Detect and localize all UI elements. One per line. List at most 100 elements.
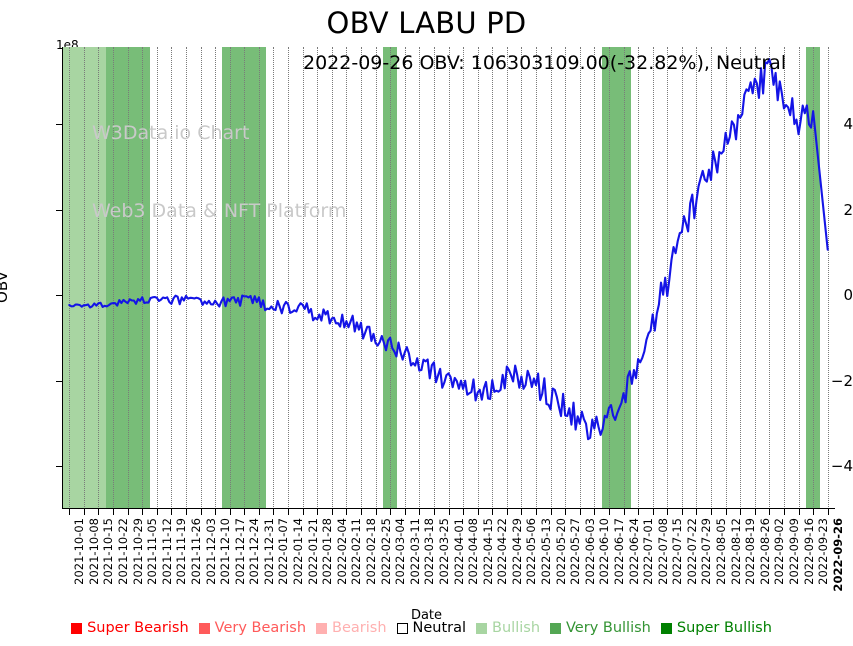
gridline [492, 47, 494, 509]
x-tick-label: 2022-05-27 [568, 518, 583, 585]
legend-swatch-icon [476, 622, 488, 634]
gridline [754, 47, 756, 509]
x-tick-label: 2022-03-18 [422, 518, 437, 585]
x-tick-label: 2022-01-07 [276, 518, 291, 585]
x-tick-label: 2022-07-01 [641, 518, 656, 585]
x-tick-mark [783, 509, 785, 515]
x-tick-mark [244, 509, 246, 515]
x-tick-label: 2021-11-05 [145, 518, 160, 585]
x-tick-label: 2022-02-25 [378, 518, 393, 585]
gridline [142, 47, 144, 509]
x-tick-label: 2022-06-10 [597, 518, 612, 585]
x-tick-label: 2022-05-13 [539, 518, 553, 585]
x-tick-mark [83, 509, 85, 515]
gridline [798, 47, 800, 509]
x-tick-label: 2021-10-01 [72, 518, 87, 585]
sentiment-band-very-bullish [601, 47, 631, 509]
plot-area [62, 47, 835, 509]
x-tick-label: 2022-03-11 [407, 518, 422, 585]
legend-swatch-icon [71, 622, 83, 634]
y-tick-mark [56, 295, 62, 297]
legend-label: Very Bullish [566, 620, 651, 636]
x-tick-mark [652, 509, 654, 515]
x-tick-label: 2022-06-24 [626, 518, 641, 585]
x-tick-label: 2022-05-06 [524, 518, 539, 585]
x-tick-label: 2022-09-02 [772, 518, 787, 585]
gridline [594, 47, 596, 509]
gridline [288, 47, 290, 509]
x-tick-label: 2022-01-21 [305, 518, 320, 585]
x-tick-label: 2022-07-22 [684, 518, 699, 585]
gridline [521, 47, 523, 509]
legend-item-neutral[interactable]: Neutral [396, 620, 466, 636]
y-tick-label: −2 [830, 371, 853, 390]
y-tick-label: 4 [843, 115, 853, 133]
gridline [98, 47, 100, 509]
obv-line-series [68, 58, 829, 441]
x-tick-mark [229, 509, 231, 515]
legend: Super Bearish Very Bearish Bearish Neutral B… [0, 620, 853, 636]
x-tick-mark [579, 509, 581, 515]
legend-item-very-bullish[interactable]: Very Bullish [550, 620, 651, 636]
x-tick-label: 2022-04-29 [509, 518, 524, 585]
sentiment-band-very-bullish [382, 47, 398, 509]
gridline [696, 47, 698, 509]
gridline [623, 47, 625, 509]
y-tick-label: 2 [843, 200, 853, 219]
x-tick-mark [565, 509, 567, 515]
legend-item-very-bearish[interactable]: Very Bearish [198, 620, 307, 636]
gridline [783, 47, 785, 509]
x-tick-label: 2022-09-09 [786, 518, 801, 585]
y-tick-mark [56, 124, 62, 125]
gridline [536, 47, 537, 509]
x-tick-mark [433, 509, 435, 515]
x-tick-label: 2021-12-17 [232, 518, 247, 585]
legend-swatch-icon [396, 622, 408, 634]
x-tick-label: 2022-01-14 [291, 518, 306, 585]
legend-item-bearish[interactable]: Bearish [316, 620, 387, 636]
x-tick-mark [302, 509, 304, 515]
x-tick-mark [273, 509, 275, 515]
x-tick-mark [156, 509, 158, 515]
x-tick-mark [142, 509, 144, 515]
x-tick-label: 2022-09-23 [816, 518, 831, 585]
legend-swatch-icon [660, 622, 672, 634]
x-tick-label: 2022-04-08 [466, 518, 481, 585]
x-tick-mark [448, 509, 450, 515]
x-tick-mark [623, 509, 625, 515]
gridline [302, 47, 304, 509]
gridline [433, 47, 435, 509]
x-tick-label: 2022-07-29 [699, 518, 714, 585]
x-tick-mark [375, 509, 377, 515]
gridline [360, 47, 362, 509]
gridline [69, 47, 71, 509]
y-tick-label: 0 [843, 286, 853, 305]
gridline [477, 47, 479, 509]
gridline [317, 47, 319, 509]
gridline [390, 47, 392, 509]
x-tick-label: 2022-08-12 [728, 518, 743, 585]
legend-item-bullish[interactable]: Bullish [476, 620, 540, 636]
gridline [229, 47, 231, 509]
gridline [156, 47, 158, 509]
legend-item-super-bullish[interactable]: Super Bullish [660, 620, 772, 636]
x-tick-mark [404, 509, 406, 515]
x-tick-mark [360, 509, 362, 515]
legend-item-super-bearish[interactable]: Super Bearish [71, 620, 189, 636]
x-tick-mark [798, 509, 800, 515]
x-tick-label: 2022-04-01 [451, 518, 466, 585]
x-tick-label: 2021-10-15 [101, 518, 116, 585]
x-tick-mark [667, 509, 669, 515]
x-tick-mark [113, 509, 115, 515]
legend-swatch-icon [316, 622, 328, 634]
y-axis-label: OBV [0, 271, 11, 303]
x-tick-label: 2022-09-16 [801, 518, 816, 585]
x-tick-label: 2022-02-11 [349, 518, 364, 585]
x-tick-label: 2022-04-15 [480, 518, 495, 585]
legend-label: Very Bearish [214, 620, 307, 636]
gridline [215, 47, 217, 509]
legend-label: Bearish [332, 620, 387, 636]
gridline [827, 47, 829, 509]
gridline [579, 47, 581, 509]
x-tick-mark [317, 509, 319, 515]
